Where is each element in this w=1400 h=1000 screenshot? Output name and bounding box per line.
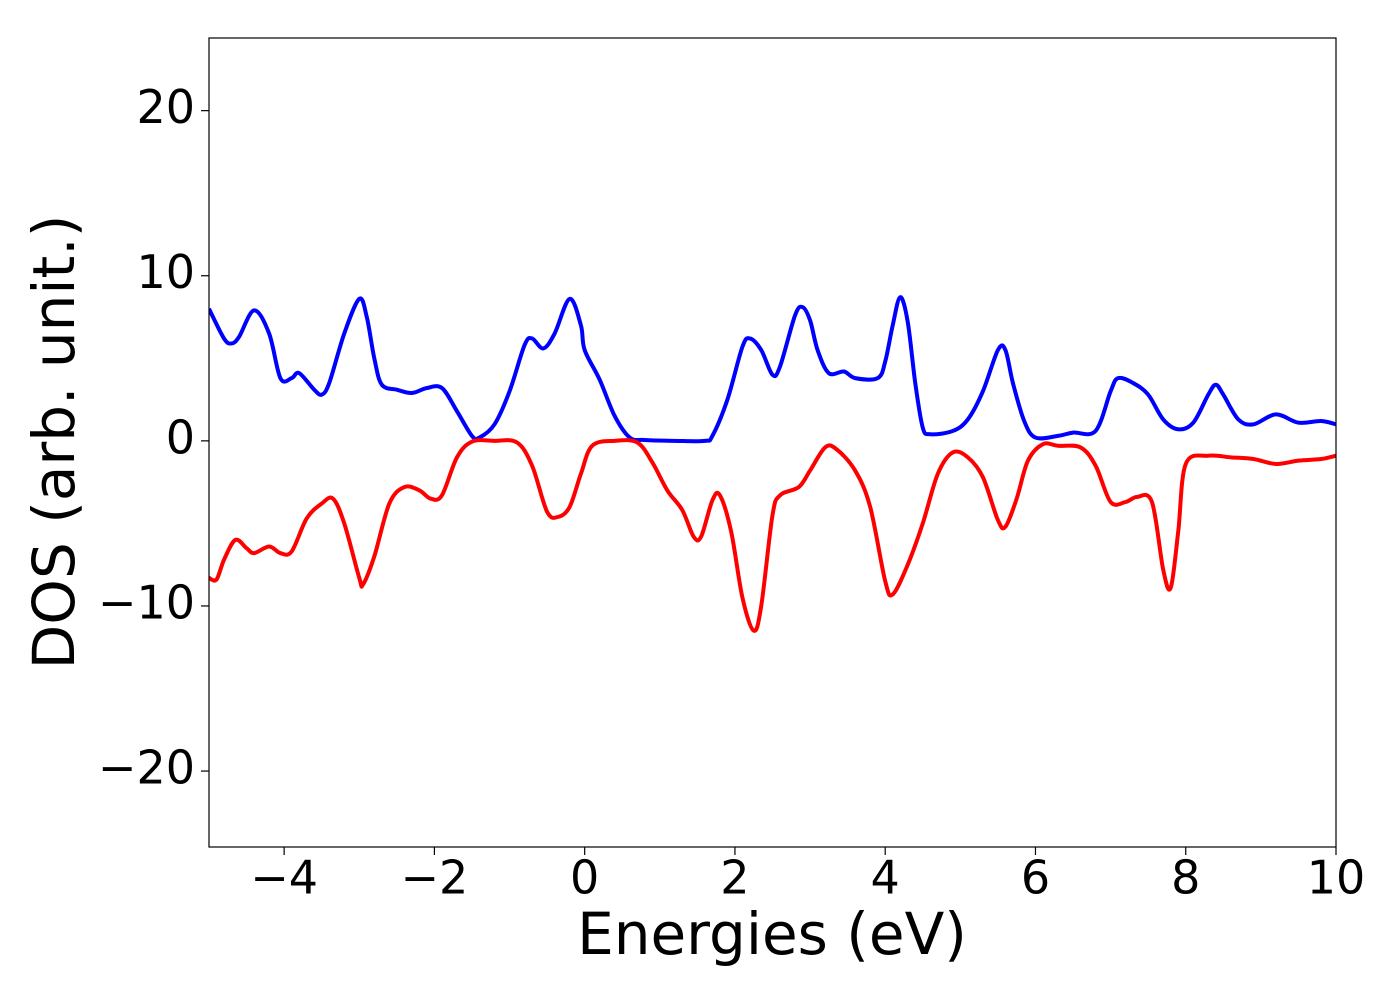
dos-line (209, 295, 1336, 444)
x-tick-label: 8 (1171, 851, 1200, 905)
x-tick-label: 2 (720, 851, 749, 905)
x-tick-label: 6 (1021, 851, 1050, 905)
x-axis-label: Energies (eV) (577, 900, 967, 968)
y-tick-label: −20 (98, 741, 195, 795)
x-tick-label: −4 (250, 851, 318, 905)
x-tick-label: 10 (1307, 851, 1366, 905)
x-tick-label: 0 (570, 851, 599, 905)
y-axis-label: DOS (arb. unit.) (20, 215, 88, 670)
x-tick-label: 4 (871, 851, 900, 905)
y-tick-label: 20 (136, 80, 195, 134)
y-tick-label: 0 (166, 410, 195, 464)
y-tick-label: 10 (136, 245, 195, 299)
y-tick-label: −10 (98, 575, 195, 629)
dos-line (209, 438, 1336, 633)
plot-frame (208, 37, 1337, 848)
x-tick-label: −2 (400, 851, 468, 905)
